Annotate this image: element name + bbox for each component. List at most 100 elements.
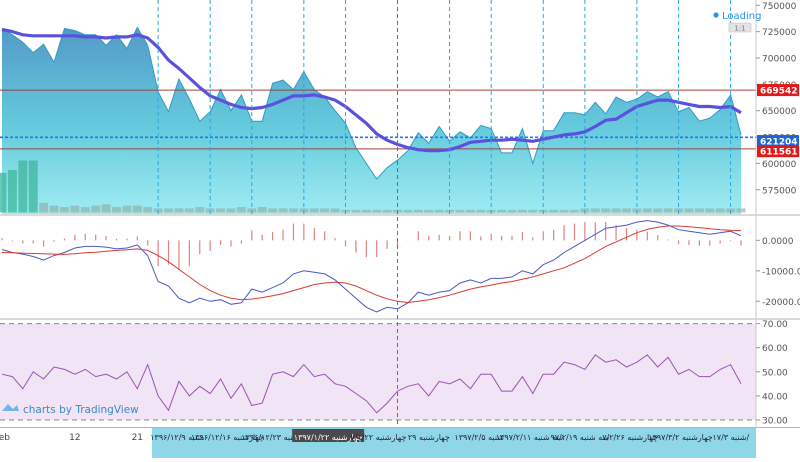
price-tick-label: 650000 (762, 107, 797, 117)
volume-bar (143, 207, 153, 213)
volume-bar (28, 160, 38, 213)
volume-bar (622, 208, 632, 213)
volume-bar (309, 208, 319, 213)
volume-bar (111, 207, 121, 213)
date-tick-label: ۱۳۹۷/۳/۲ چهارشنبه (648, 433, 713, 442)
rsi-panel[interactable] (0, 323, 756, 421)
volume-bar (18, 160, 28, 213)
date-tick-label: ۹۷/۲/۱۹ سه شنبه (550, 433, 609, 442)
vertical-guides (0, 0, 800, 428)
price-label-value: 611561 (760, 148, 798, 158)
volume-bar (184, 208, 194, 213)
volume-bar (507, 209, 517, 213)
volume-bar (132, 205, 142, 213)
price-area-line (1, 26, 742, 181)
volume-bar (164, 208, 174, 213)
volume-bar (705, 208, 715, 213)
rsi-tick-label: 70.00 (762, 320, 788, 330)
volume-bar (653, 208, 663, 213)
highlighted-date-box (292, 429, 365, 442)
volume-bar (465, 209, 475, 213)
volume-bar (684, 208, 694, 213)
rsi-tick-label: 40.00 (762, 392, 788, 402)
tradingview-watermark[interactable]: charts by TradingView (2, 404, 139, 416)
volume-bar (736, 208, 746, 213)
volume-bar (517, 209, 527, 213)
price-label-value: 621204 (760, 138, 798, 148)
volume-bar (601, 208, 611, 213)
volume-bar (216, 208, 226, 213)
volume-bar (590, 208, 600, 213)
date-tick-label: شنبه ۱۷/۳/ (712, 433, 749, 442)
volume-bar (497, 209, 507, 213)
volume-bar (361, 209, 371, 213)
date-tick-label: چهارشنبه ۱۳۹۷/۱/۲۲ (294, 433, 363, 442)
volume-bar (663, 208, 673, 213)
macd-line (1, 220, 742, 313)
volume-bar (434, 209, 444, 213)
macd-tick-label: -20000.0000 (762, 298, 800, 308)
macd-tick-label: -10000.0000 (762, 267, 800, 277)
loading-text: Loading (722, 11, 761, 22)
date-tick-label: ۷/۱/۲۲ چهارشنبه (351, 433, 407, 442)
date-tick-label: چهارشنبه ۲۹ (408, 433, 450, 442)
volume-bar (70, 205, 80, 213)
volume-bar (195, 207, 205, 213)
volume-bar (330, 208, 340, 213)
volume-bar (424, 209, 434, 213)
rsi-tick-label: 30.00 (762, 416, 788, 426)
time-tick-label: Feb (0, 433, 10, 443)
price-tick-label: 575000 (762, 186, 797, 196)
volume-bar (372, 209, 382, 213)
volume-bar (49, 205, 59, 213)
volume-bar (101, 204, 111, 213)
volume-bar (476, 209, 486, 213)
price-label-value: 669542 (760, 87, 798, 97)
price-tick-label: 600000 (762, 160, 797, 170)
date-tick-label: ۱۳۹۷/۲/۱۱ سه شنبه (496, 433, 564, 442)
price-tick-label: 750000 (762, 2, 797, 12)
volume-bar (642, 208, 652, 213)
volume-bar (528, 209, 538, 213)
time-tick-label: 21 (132, 433, 143, 443)
volume-bar (569, 209, 579, 213)
price-label-box (757, 135, 799, 148)
volume-bar (7, 170, 17, 213)
volume-bar (382, 209, 392, 213)
macd-tick-label: 0.0000 (762, 237, 794, 247)
volume-bar (403, 209, 413, 213)
svg-text:1:1: 1:1 (734, 25, 745, 33)
volume-bar (455, 209, 465, 213)
volume-bar (549, 209, 559, 213)
volume-bar (694, 208, 704, 213)
volume-bar (122, 205, 132, 213)
tradingview-logo-icon (2, 404, 19, 411)
volume-bar (611, 208, 621, 213)
volume-bar (351, 209, 361, 213)
date-range-band (152, 428, 756, 458)
date-tick-label: ۷/۲/۲۶ چهارشنبه (602, 433, 658, 442)
volume-bar (413, 209, 423, 213)
volume-bar (91, 205, 101, 213)
volume-bar (59, 207, 69, 213)
rsi-tick-label: 60.00 (762, 344, 788, 354)
date-tick-label: چهارشنبه ۱۳۹۶/۱۲/۱۶ (191, 433, 264, 442)
macd-panel[interactable] (1, 220, 742, 313)
price-label-box (757, 145, 799, 158)
volume-bar (278, 208, 288, 213)
time-tick-label: 12 (69, 433, 80, 443)
volume-bar (257, 207, 267, 213)
volume-bar (559, 209, 569, 213)
rsi-band-fill (0, 323, 756, 420)
price-tick-label: 725000 (762, 28, 797, 38)
price-tick-label: 700000 (762, 54, 797, 64)
price-area-fill (2, 27, 741, 215)
scale-toggle-icon[interactable]: 1:1 (728, 22, 752, 33)
loading-dot-icon (713, 12, 719, 18)
price-panel[interactable] (0, 26, 756, 215)
rsi-line (1, 354, 742, 414)
volume-bar (0, 172, 7, 213)
